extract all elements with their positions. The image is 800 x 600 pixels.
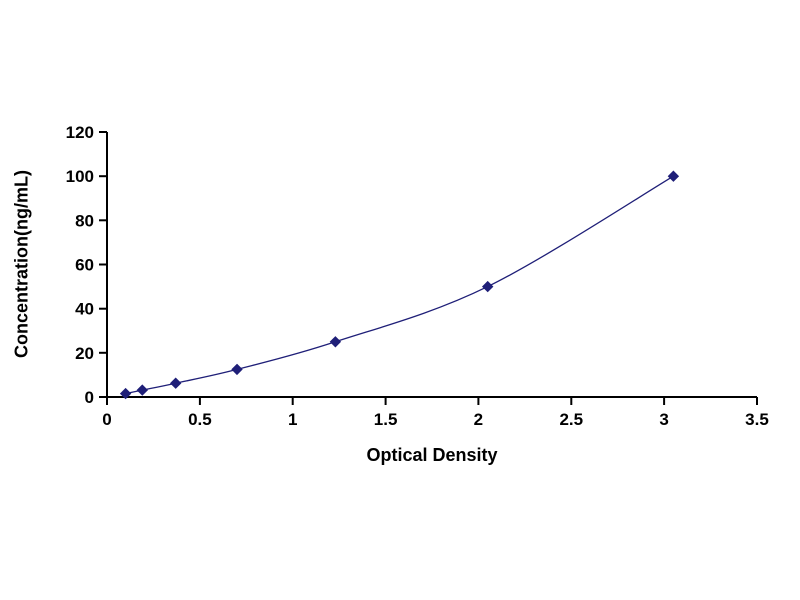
x-tick-label: 1.5 — [374, 410, 398, 429]
x-tick-label: 3.5 — [745, 410, 769, 429]
data-point-marker — [231, 363, 243, 376]
x-tick-label: 2 — [474, 410, 483, 429]
x-tick-label: 2.5 — [559, 410, 583, 429]
data-point-marker — [136, 384, 149, 396]
x-tick-label: 0.5 — [188, 410, 212, 429]
y-axis-title: Concentration(ng/mL) — [11, 170, 32, 358]
y-tick-label: 40 — [75, 300, 94, 319]
y-tick-label: 100 — [66, 167, 94, 186]
y-tick-label: 80 — [75, 211, 94, 230]
y-tick-label: 20 — [75, 344, 94, 363]
y-tick-label: 0 — [85, 388, 94, 407]
x-tick-label: 3 — [659, 410, 668, 429]
data-point-marker — [119, 387, 132, 400]
series-curve — [125, 175, 674, 395]
data-point-marker — [169, 377, 182, 389]
data-point-marker — [667, 170, 680, 182]
x-tick-label: 0 — [102, 410, 111, 429]
x-axis-title: Optical Density — [366, 445, 498, 465]
x-tick-label: 1 — [288, 410, 297, 429]
data-point-marker — [329, 336, 342, 348]
data-point-marker — [481, 280, 494, 293]
y-tick-label: 60 — [75, 256, 94, 275]
y-tick-label: 120 — [66, 123, 94, 142]
